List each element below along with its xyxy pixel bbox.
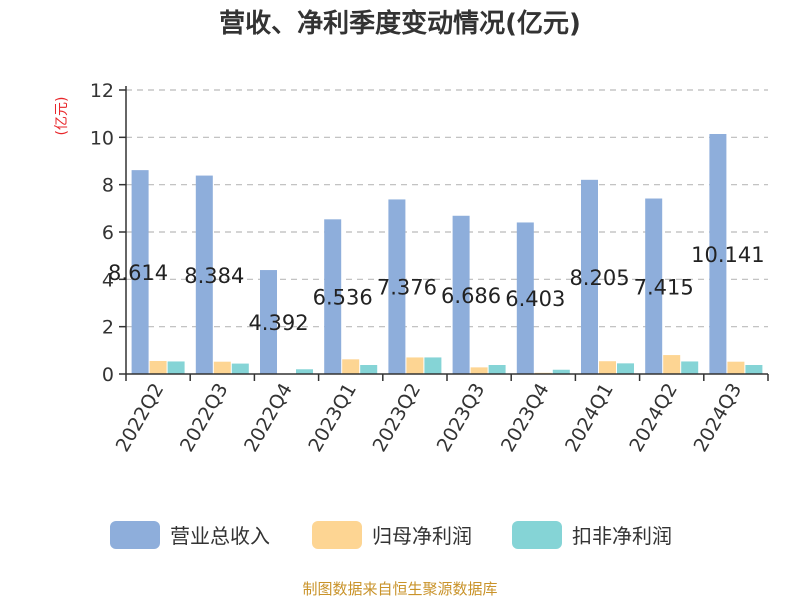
data-label: 8.384	[184, 264, 244, 288]
data-label: 7.415	[634, 275, 694, 299]
bar	[260, 270, 277, 374]
x-tick-label: 2023Q2	[368, 380, 425, 456]
bar	[406, 357, 424, 374]
bar	[745, 365, 763, 374]
bar	[195, 175, 213, 374]
x-tick-label: 2023Q4	[497, 380, 554, 456]
bar	[645, 198, 663, 374]
bar	[167, 361, 185, 374]
x-tick-label: 2022Q3	[176, 380, 233, 456]
y-tick-label: 2	[102, 317, 114, 339]
data-label: 8.205	[569, 266, 629, 290]
x-tick-label: 2022Q2	[112, 380, 169, 456]
bar	[342, 359, 360, 374]
bar	[131, 170, 149, 374]
bar	[360, 365, 378, 374]
legend-label: 归母净利润	[372, 524, 472, 548]
grid	[126, 89, 768, 328]
bar	[324, 219, 342, 374]
legend-item[interactable]: 扣非净利润	[512, 521, 672, 549]
legend-swatch	[110, 521, 160, 549]
data-label: 7.376	[377, 276, 437, 300]
bar	[388, 199, 406, 374]
x-tick-label: 2024Q2	[625, 380, 682, 456]
bar	[213, 361, 231, 374]
bar	[516, 222, 534, 374]
bar	[424, 357, 442, 374]
legend[interactable]: 营业总收入 归母净利润 扣非净利润	[110, 521, 672, 549]
bar	[727, 361, 745, 374]
y-tick-label: 4	[102, 269, 114, 291]
data-label: 6.403	[505, 287, 565, 311]
bar	[470, 367, 488, 374]
x-tick-label: 2024Q1	[561, 380, 618, 456]
bar	[149, 360, 167, 374]
bar	[452, 215, 470, 374]
legend-label: 营业总收入	[170, 524, 270, 548]
bar	[617, 363, 634, 374]
bar	[599, 361, 616, 374]
x-tick-label: 2023Q1	[304, 380, 361, 456]
chart-title: 营收、净利季度变动情况(亿元)	[219, 8, 581, 39]
bar	[488, 365, 506, 374]
legend-swatch	[312, 521, 362, 549]
data-label: 8.614	[108, 261, 168, 285]
data-label: 10.141	[691, 243, 764, 267]
y-tick-label: 8	[102, 175, 114, 197]
bars	[131, 133, 763, 374]
bar	[663, 355, 681, 374]
y-tick-label: 12	[90, 80, 114, 102]
legend-item[interactable]: 归母净利润	[312, 521, 472, 549]
legend-item[interactable]: 营业总收入	[110, 521, 270, 549]
x-tick-label: 2022Q4	[240, 380, 297, 456]
bar	[681, 361, 699, 374]
y-tick-label: 0	[102, 364, 114, 386]
y-tick-label: 6	[102, 222, 114, 244]
x-tick-label: 2023Q3	[433, 380, 490, 456]
bar	[581, 179, 598, 374]
bar	[296, 369, 313, 374]
data-label: 6.686	[441, 284, 501, 308]
y-axis-unit: (亿元)	[54, 97, 70, 136]
source-note: 制图数据来自恒生聚源数据库	[302, 580, 497, 598]
bar	[552, 369, 570, 374]
bar	[231, 363, 249, 374]
legend-swatch	[512, 521, 562, 549]
x-tick-label: 2024Q3	[689, 380, 746, 456]
bar	[709, 133, 727, 374]
data-label: 6.536	[313, 286, 373, 310]
y-tick-label: 10	[90, 127, 114, 149]
data-label: 4.392	[248, 311, 308, 335]
legend-label: 扣非净利润	[572, 524, 672, 548]
